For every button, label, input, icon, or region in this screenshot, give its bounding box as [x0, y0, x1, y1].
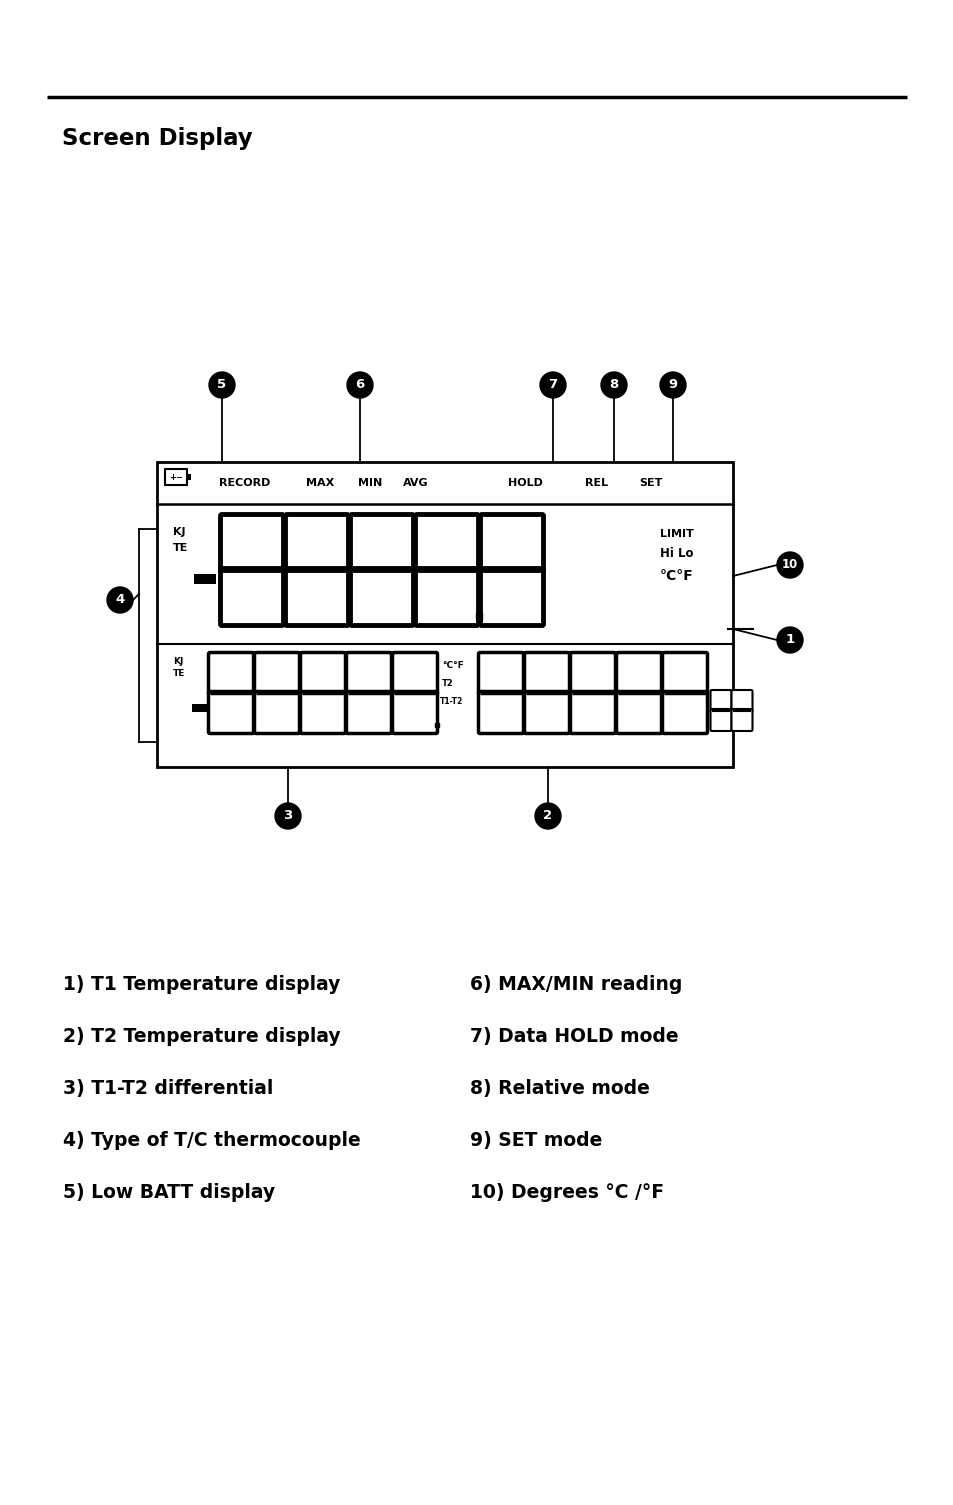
- Text: 9) SET mode: 9) SET mode: [470, 1130, 601, 1150]
- FancyBboxPatch shape: [254, 691, 299, 733]
- Circle shape: [659, 372, 685, 397]
- Text: 2) T2 Temperature display: 2) T2 Temperature display: [63, 1026, 340, 1046]
- Text: Hi Lo: Hi Lo: [659, 548, 693, 560]
- FancyBboxPatch shape: [570, 653, 615, 694]
- Text: T2: T2: [441, 679, 454, 688]
- Text: SET: SET: [639, 479, 662, 488]
- FancyBboxPatch shape: [710, 689, 731, 712]
- Circle shape: [209, 372, 234, 397]
- Text: 6: 6: [355, 378, 364, 391]
- Text: T1-T2: T1-T2: [439, 697, 463, 706]
- Text: °C°F: °C°F: [441, 662, 463, 671]
- Text: 8: 8: [609, 378, 618, 391]
- Bar: [192, 704, 208, 712]
- Text: 10: 10: [781, 558, 798, 572]
- Bar: [157, 462, 732, 768]
- FancyBboxPatch shape: [285, 569, 348, 626]
- FancyBboxPatch shape: [209, 653, 253, 694]
- Bar: [187, 474, 191, 480]
- FancyBboxPatch shape: [300, 653, 345, 694]
- Text: Screen Display: Screen Display: [62, 126, 253, 150]
- Text: 2: 2: [543, 810, 552, 823]
- FancyBboxPatch shape: [616, 653, 660, 694]
- Text: KJ: KJ: [172, 527, 185, 537]
- Text: AVG: AVG: [403, 479, 428, 488]
- Circle shape: [539, 372, 565, 397]
- Text: 6) MAX/MIN reading: 6) MAX/MIN reading: [470, 975, 681, 993]
- Text: 3) T1-T2 differential: 3) T1-T2 differential: [63, 1079, 274, 1099]
- Text: RECORD: RECORD: [219, 479, 271, 488]
- FancyBboxPatch shape: [300, 691, 345, 733]
- Text: 9: 9: [668, 378, 677, 391]
- Text: °C°F: °C°F: [659, 569, 693, 582]
- Circle shape: [535, 804, 560, 829]
- Text: 1) T1 Temperature display: 1) T1 Temperature display: [63, 975, 340, 993]
- Text: 1: 1: [784, 634, 794, 647]
- FancyBboxPatch shape: [220, 515, 283, 572]
- FancyBboxPatch shape: [350, 569, 413, 626]
- Text: LIMIT: LIMIT: [659, 528, 693, 539]
- Text: 4) Type of T/C thermocouple: 4) Type of T/C thermocouple: [63, 1130, 360, 1150]
- FancyBboxPatch shape: [346, 653, 391, 694]
- Circle shape: [600, 372, 626, 397]
- Text: +−: +−: [169, 473, 183, 482]
- Text: 4: 4: [115, 593, 125, 607]
- FancyBboxPatch shape: [524, 653, 569, 694]
- Text: TE: TE: [172, 670, 185, 679]
- Text: MAX: MAX: [306, 479, 334, 488]
- Bar: [165, 470, 187, 485]
- FancyBboxPatch shape: [661, 691, 707, 733]
- Bar: [193, 573, 215, 584]
- Text: 5) Low BATT display: 5) Low BATT display: [63, 1183, 274, 1202]
- Text: 5: 5: [217, 378, 226, 391]
- Text: TE: TE: [172, 543, 188, 552]
- FancyBboxPatch shape: [478, 691, 523, 733]
- Circle shape: [347, 372, 373, 397]
- FancyBboxPatch shape: [570, 691, 615, 733]
- Circle shape: [776, 628, 802, 653]
- FancyBboxPatch shape: [616, 691, 660, 733]
- Text: 3: 3: [283, 810, 293, 823]
- FancyBboxPatch shape: [710, 709, 731, 731]
- Text: 7) Data HOLD mode: 7) Data HOLD mode: [470, 1026, 678, 1046]
- FancyBboxPatch shape: [285, 515, 348, 572]
- Text: KJ: KJ: [172, 658, 183, 667]
- FancyBboxPatch shape: [480, 569, 543, 626]
- Circle shape: [107, 587, 132, 613]
- FancyBboxPatch shape: [416, 515, 478, 572]
- FancyBboxPatch shape: [209, 691, 253, 733]
- FancyBboxPatch shape: [392, 691, 437, 733]
- FancyBboxPatch shape: [731, 709, 752, 731]
- Text: REL: REL: [585, 479, 608, 488]
- Text: 7: 7: [548, 378, 557, 391]
- FancyBboxPatch shape: [346, 691, 391, 733]
- Text: 10) Degrees °C /°F: 10) Degrees °C /°F: [470, 1183, 663, 1202]
- FancyBboxPatch shape: [416, 569, 478, 626]
- FancyBboxPatch shape: [392, 653, 437, 694]
- Circle shape: [274, 804, 301, 829]
- Text: 8) Relative mode: 8) Relative mode: [470, 1079, 649, 1099]
- FancyBboxPatch shape: [254, 653, 299, 694]
- Text: MIN: MIN: [357, 479, 382, 488]
- FancyBboxPatch shape: [731, 689, 752, 712]
- FancyBboxPatch shape: [661, 653, 707, 694]
- FancyBboxPatch shape: [220, 569, 283, 626]
- Circle shape: [776, 552, 802, 578]
- FancyBboxPatch shape: [478, 653, 523, 694]
- FancyBboxPatch shape: [480, 515, 543, 572]
- FancyBboxPatch shape: [350, 515, 413, 572]
- FancyBboxPatch shape: [524, 691, 569, 733]
- Text: HOLD: HOLD: [507, 479, 542, 488]
